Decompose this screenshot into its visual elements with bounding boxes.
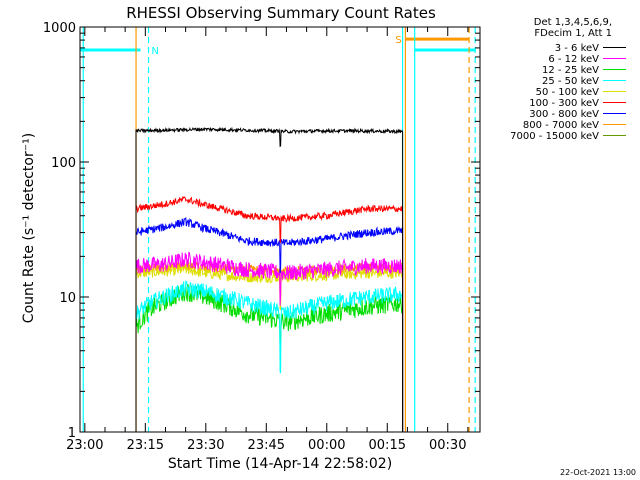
- x-tick-label: 23:30: [187, 438, 224, 453]
- legend-entry-label: 50 - 100 keV: [536, 87, 600, 98]
- y-tick-label: 10: [59, 291, 76, 306]
- saa-flag-label: S: [395, 35, 401, 46]
- y-axis: 1 10 100 1000: [43, 21, 480, 441]
- series-line: [135, 251, 404, 432]
- series-line: [135, 279, 404, 432]
- legend-entry-label: 6 - 12 keV: [548, 54, 599, 65]
- north-flag-label: N: [151, 46, 158, 57]
- legend: Det 1,3,4,5,6,9,FDecim 1, Att 1 3 - 6 keV…: [510, 17, 626, 142]
- legend-entry-label: 7000 - 15000 keV: [510, 131, 599, 142]
- x-tick-label: 00:15: [369, 438, 406, 453]
- legend-entry-label: 800 - 7000 keV: [523, 120, 599, 131]
- x-tick-label: 00:30: [429, 438, 466, 453]
- legend-header: Det 1,3,4,5,6,9,: [534, 17, 612, 28]
- series-line: [135, 126, 404, 432]
- y-tick-label: 100: [51, 156, 76, 171]
- y-axis-label: Count Rate (s⁻¹ detector⁻¹): [21, 133, 37, 323]
- legend-header: FDecim 1, Att 1: [534, 28, 612, 39]
- x-tick-label: 23:15: [127, 438, 164, 453]
- series-line: [135, 216, 404, 432]
- flag-layer: NS: [80, 35, 476, 57]
- series-layer: [135, 126, 404, 432]
- plot-frame: [79, 26, 481, 433]
- chart-title: RHESSI Observing Summary Count Rates: [126, 4, 436, 22]
- x-axis-label: Start Time (14-Apr-14 22:58:02): [168, 456, 392, 472]
- y-tick-label: 1000: [43, 21, 76, 36]
- x-tick-label: 23:00: [66, 438, 103, 453]
- x-tick-label: 00:00: [308, 438, 345, 453]
- legend-entry-label: 25 - 50 keV: [542, 76, 599, 87]
- date-stamp: 22-Oct-2021 13:00: [560, 468, 636, 477]
- x-axis: 23:00 23:15 23:30 23:45 00:00 00:15 00:30: [66, 27, 469, 453]
- series-line: [135, 195, 404, 432]
- legend-entry-label: 100 - 300 keV: [529, 98, 599, 109]
- x-tick-label: 23:45: [248, 438, 285, 453]
- legend-entry-label: 12 - 25 keV: [542, 65, 599, 76]
- legend-entry-label: 300 - 800 keV: [529, 109, 599, 120]
- y-tick-label: 1: [68, 426, 76, 441]
- legend-entry-label: 3 - 6 keV: [555, 43, 599, 54]
